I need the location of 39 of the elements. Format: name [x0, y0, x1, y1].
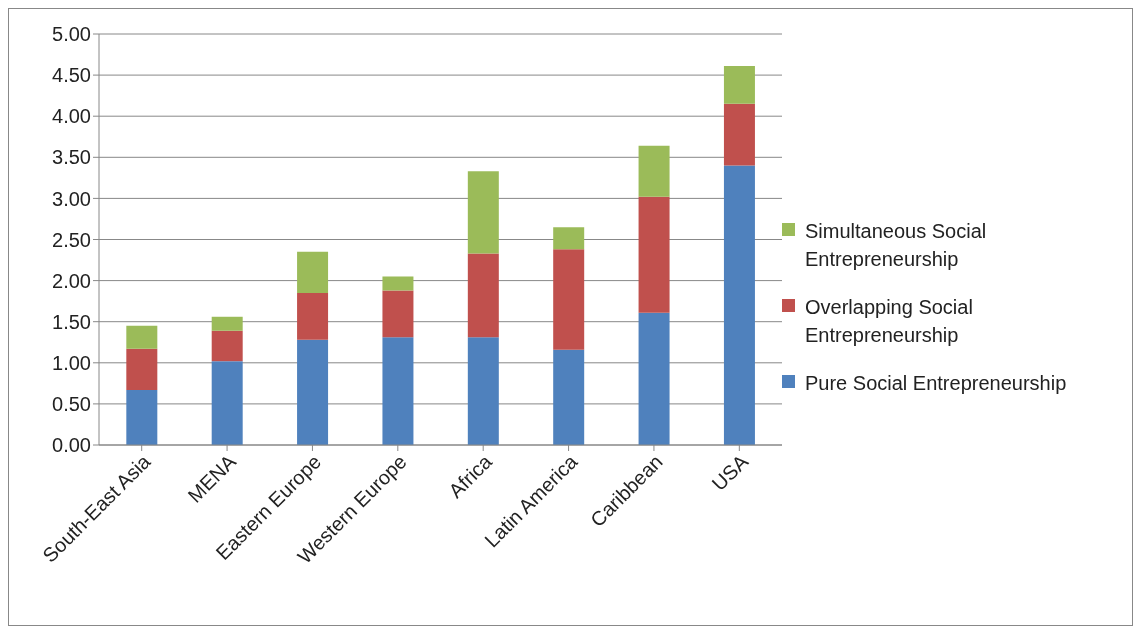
y-tick-label: 0.50	[52, 393, 91, 415]
y-tick-label: 2.00	[52, 269, 91, 292]
bar	[723, 103, 755, 166]
bar	[297, 251, 329, 293]
bar	[382, 276, 414, 291]
bar	[467, 337, 499, 445]
bar	[297, 339, 329, 445]
bar	[467, 253, 499, 338]
y-tick-label: 0.00	[52, 434, 91, 457]
bar	[382, 290, 414, 338]
bar	[211, 316, 243, 331]
y-tick-label: 4.00	[52, 105, 91, 128]
bar	[297, 292, 329, 340]
bar	[638, 145, 670, 197]
x-tick-label: USA	[707, 449, 753, 495]
bar	[211, 330, 243, 362]
legend-label: Simultaneous Social Entrepreneurship	[805, 219, 988, 272]
bar	[126, 389, 158, 445]
bar	[638, 312, 670, 445]
bar	[723, 66, 755, 104]
bar	[126, 348, 158, 390]
y-tick-label: 3.00	[52, 187, 91, 210]
bar	[723, 165, 755, 445]
y-tick-label: 2.50	[52, 228, 91, 251]
bar	[638, 196, 670, 313]
bar	[211, 361, 243, 445]
legend-label: Pure Social Entrepreneurship	[805, 371, 1067, 396]
y-tick-label: 1.50	[52, 310, 91, 333]
y-tick-label: 3.50	[52, 146, 91, 169]
bar	[553, 227, 585, 250]
bar	[553, 249, 585, 350]
bar	[553, 349, 585, 445]
y-tick-label: 4.50	[52, 64, 91, 87]
bar	[382, 337, 414, 445]
y-tick-label: 5.00	[52, 23, 91, 46]
legend-label: Overlapping Social Entrepreneurship	[805, 295, 974, 348]
y-tick-label: 1.00	[52, 351, 91, 374]
bar	[126, 325, 158, 349]
bar	[467, 171, 499, 254]
